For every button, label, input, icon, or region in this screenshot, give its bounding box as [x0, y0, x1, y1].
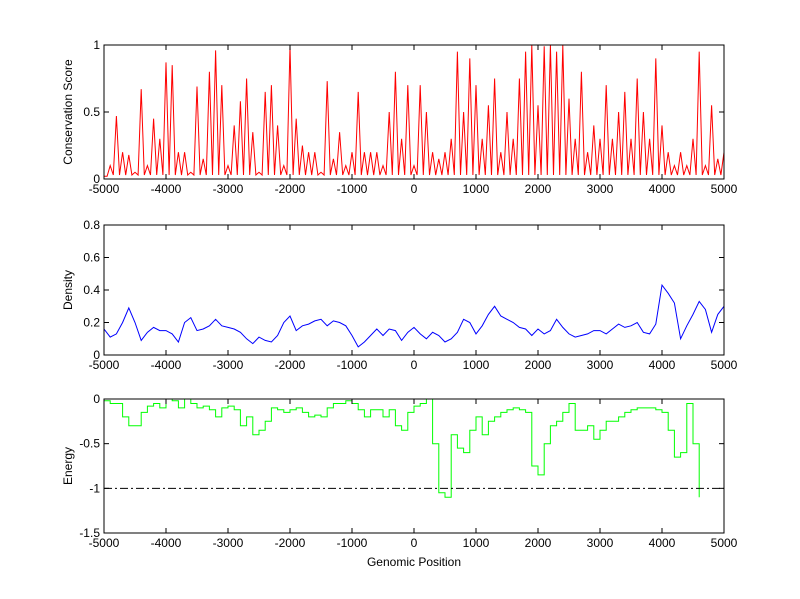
y-axis-label: Energy	[61, 447, 75, 485]
x-tick-label: 2000	[525, 358, 552, 372]
x-axis-label: Genomic Position	[367, 555, 461, 569]
energy-axes: -5000 -4000 -3000 -2000 -1000 0 1000 2000 3000 40…	[61, 392, 738, 569]
x-tick-label: 2000	[525, 182, 552, 196]
x-tick-label: -5000	[89, 536, 120, 550]
x-tick-label: 1000	[463, 182, 490, 196]
x-tick-label: -3000	[213, 358, 244, 372]
y-tick-label: -1.5	[79, 526, 100, 540]
y-tick-label: 0.5	[83, 105, 100, 119]
x-tick-label: 5000	[711, 358, 738, 372]
x-tick-label: 1000	[463, 358, 490, 372]
x-tick-label: -2000	[275, 536, 306, 550]
x-tick-label: 4000	[649, 358, 676, 372]
y-tick-label: -0.5	[79, 437, 100, 451]
x-tick-label: -5000	[89, 358, 120, 372]
x-tick-label: -3000	[213, 182, 244, 196]
x-tick-label: -1000	[337, 358, 368, 372]
y-tick-label: -1	[89, 481, 100, 495]
x-tick-label: -3000	[213, 536, 244, 550]
x-tick-label: -2000	[275, 182, 306, 196]
y-tick-label: 0	[93, 392, 100, 406]
y-tick-label: 1	[93, 38, 100, 52]
y-axis-label: Conservation Score	[61, 59, 75, 165]
x-tick-label: -5000	[89, 182, 120, 196]
x-tick-label: 0	[411, 182, 418, 196]
y-tick-label: 0.8	[83, 218, 100, 232]
x-tick-label: 3000	[587, 358, 614, 372]
y-tick-label: 0	[93, 172, 100, 186]
x-tick-label: 5000	[711, 182, 738, 196]
y-tick-label: 0.6	[83, 251, 100, 265]
x-tick-label: 3000	[587, 182, 614, 196]
x-tick-label: 5000	[711, 536, 738, 550]
data-series-line	[103, 283, 725, 348]
y-axis-label: Density	[61, 270, 75, 310]
data-series-line	[104, 44, 725, 177]
x-tick-label: -1000	[337, 536, 368, 550]
x-tick-label: 2000	[525, 536, 552, 550]
x-tick-label: -2000	[275, 358, 306, 372]
x-tick-label: -4000	[151, 358, 182, 372]
y-tick-label: 0.2	[83, 316, 100, 330]
x-tick-label: 0	[411, 358, 418, 372]
y-tick-label: 0.4	[83, 283, 100, 297]
x-tick-label: 3000	[587, 536, 614, 550]
x-tick-label: 1000	[463, 536, 490, 550]
data-series-line	[104, 398, 700, 498]
density-axes: -5000 -4000 -3000 -2000 -1000 0 1000 2000 3000 40…	[61, 218, 738, 372]
x-tick-label: -1000	[337, 182, 368, 196]
conservation-score-axes: -5000 -4000 -3000 -2000 -1000 0 1000 2000 3000 40…	[61, 38, 738, 196]
y-tick-label: 0	[93, 348, 100, 362]
x-tick-label: 4000	[649, 182, 676, 196]
x-tick-label: 4000	[649, 536, 676, 550]
x-tick-label: 0	[411, 536, 418, 550]
x-tick-label: -4000	[151, 536, 182, 550]
x-tick-label: -4000	[151, 182, 182, 196]
